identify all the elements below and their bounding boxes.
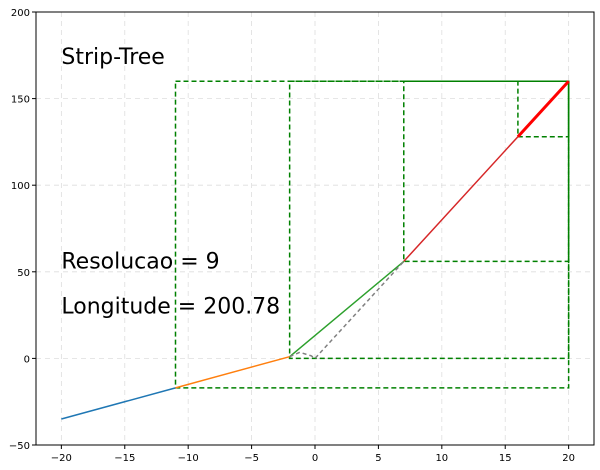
annotation-text: Longitude = 200.78 [61, 294, 280, 319]
strip-box [174, 80, 570, 389]
strip-box [403, 80, 570, 263]
y-tick-label: 150 [11, 95, 30, 106]
x-tick-label: −5 [244, 453, 259, 464]
grid [36, 11, 594, 446]
x-tick-label: 15 [499, 453, 512, 464]
x-tick-label: 0 [312, 453, 318, 464]
annotations: Strip-Tree Resolucao = 9 Longitude = 200.7… [61, 45, 280, 319]
series-line [289, 260, 405, 358]
strip-box [288, 80, 570, 360]
x-tick-label: −15 [114, 453, 135, 464]
series-line [403, 136, 519, 262]
x-tick-label: 20 [562, 453, 575, 464]
annotation-text: Resolucao = 9 [61, 249, 219, 274]
y-tick-label: 100 [11, 181, 30, 192]
series-lines [61, 80, 570, 420]
series-line [175, 355, 290, 389]
strip-box [517, 80, 570, 138]
x-tick-label: 10 [435, 453, 448, 464]
y-tick-label: 0 [24, 354, 30, 365]
x-tick-label: −20 [51, 453, 72, 464]
x-tick-label: −10 [178, 453, 199, 464]
series-line [516, 80, 570, 138]
series-line [289, 260, 405, 360]
strip-boxes [174, 80, 570, 389]
x-tick-label: 5 [375, 453, 381, 464]
y-tick-label: 50 [17, 268, 30, 279]
series-line [61, 387, 176, 420]
annotation-text: Strip-Tree [61, 45, 164, 70]
y-tick-label: 200 [11, 8, 30, 19]
y-tick-label: −50 [9, 441, 30, 452]
